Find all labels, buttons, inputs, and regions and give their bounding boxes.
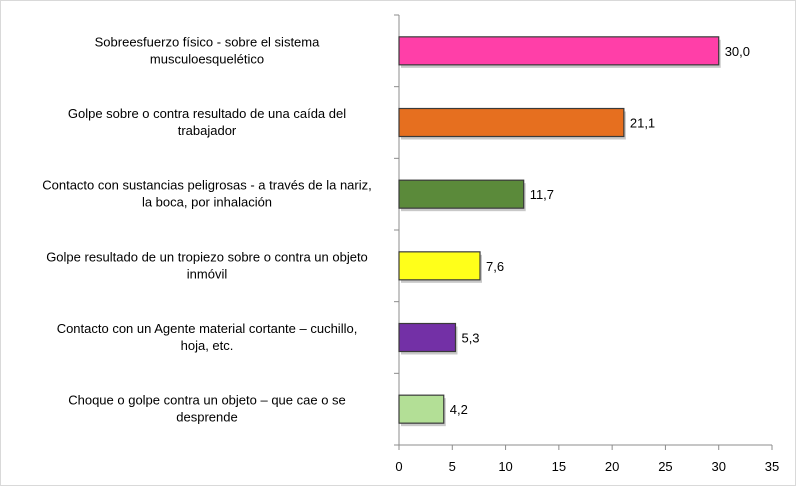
category-label: Choque o golpe contra un objeto – que ca…: [68, 393, 346, 408]
x-tick-label: 20: [605, 459, 619, 474]
category-label: Contacto con un Agente material cortante…: [57, 321, 358, 336]
data-label: 11,7: [530, 187, 554, 202]
category-label: Golpe resultado de un tropiezo sobre o c…: [46, 249, 368, 264]
bar: [398, 36, 720, 66]
category-label: Contacto con sustancias peligrosas - a t…: [42, 178, 372, 193]
x-tick-label: 10: [498, 459, 512, 474]
data-label: 7,6: [486, 259, 504, 274]
category-label: Golpe sobre o contra resultado de una ca…: [68, 106, 346, 121]
bar: [398, 179, 525, 209]
x-tick-label: 35: [765, 459, 779, 474]
data-label: 21,1: [630, 116, 655, 131]
category-label: hoja, etc.: [181, 338, 234, 353]
x-tick-label: 25: [658, 459, 672, 474]
data-label: 5,3: [461, 331, 479, 346]
x-tick-label: 5: [449, 459, 456, 474]
category-label: musculoesquelético: [150, 51, 264, 66]
x-tick-label: 15: [552, 459, 566, 474]
bar: [398, 107, 625, 138]
category-label: trabajador: [178, 123, 237, 138]
x-tick-label: 0: [395, 459, 402, 474]
category-label: inmóvil: [187, 266, 228, 281]
x-tick-label: 30: [711, 459, 725, 474]
bar: [398, 394, 445, 424]
data-label: 4,2: [450, 402, 468, 417]
category-label: desprende: [176, 410, 237, 425]
category-label: Sobreesfuerzo físico - sobre el sistema: [95, 34, 320, 49]
data-label: 30,0: [725, 44, 750, 59]
bar: [398, 322, 457, 353]
category-label: la boca, por inhalación: [142, 195, 272, 210]
bar: [398, 251, 481, 281]
